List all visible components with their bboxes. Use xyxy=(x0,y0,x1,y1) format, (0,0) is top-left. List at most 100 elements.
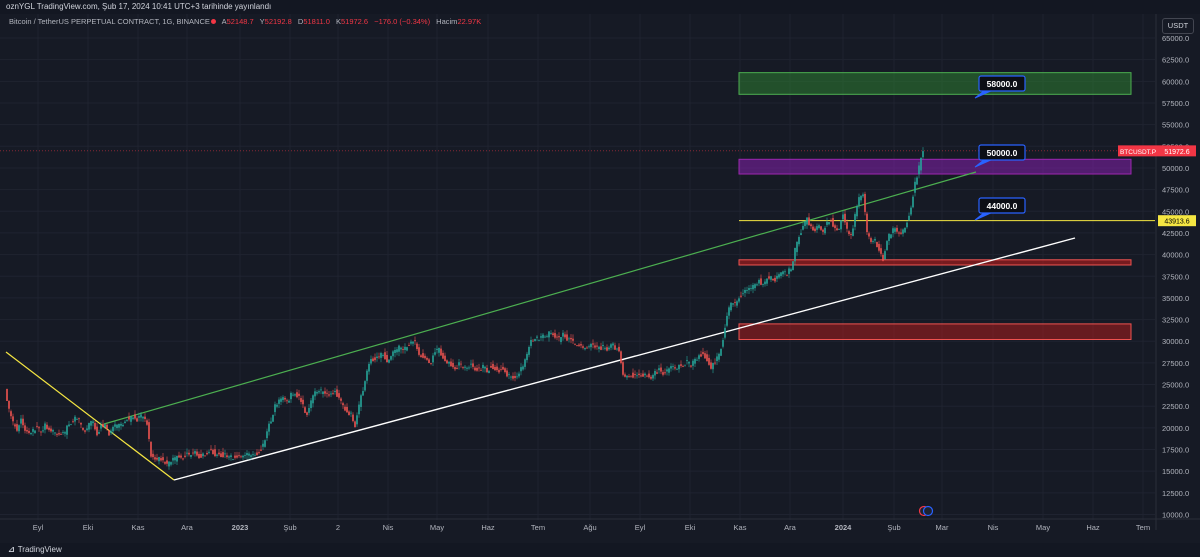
legend-symbol[interactable]: Bitcoin / TetherUS PERPETUAL CONTRACT, 1… xyxy=(9,17,210,26)
last-price-tag xyxy=(1158,145,1196,157)
candle-body xyxy=(660,367,662,372)
candle-body xyxy=(116,424,118,429)
candle-body xyxy=(920,157,922,171)
candle-body xyxy=(796,241,798,253)
candle-body xyxy=(364,381,366,391)
candle-body xyxy=(446,360,448,364)
candle-body xyxy=(728,307,730,316)
candle-body xyxy=(544,336,546,338)
candle-body xyxy=(636,375,638,377)
candle-body xyxy=(824,227,826,234)
candle-body xyxy=(132,417,134,419)
candle-body xyxy=(810,224,812,227)
tradingview-logo-icon[interactable]: ⊿ xyxy=(8,545,15,554)
candle-body xyxy=(266,431,268,439)
candle-body xyxy=(242,455,244,458)
candle-body xyxy=(578,344,580,346)
candle-body xyxy=(750,288,752,290)
candle-body xyxy=(12,416,14,422)
candle-body xyxy=(256,452,258,456)
x-tick-label: Eki xyxy=(685,523,696,532)
candle-body xyxy=(380,353,382,358)
candle-body xyxy=(290,393,292,400)
candle-body xyxy=(52,429,54,432)
candle-body xyxy=(426,357,428,360)
candle-body xyxy=(238,455,240,457)
y-tick-label: 30000.0 xyxy=(1162,337,1189,346)
x-tick-label: 2 xyxy=(336,523,340,532)
candle-body xyxy=(712,363,714,370)
candle-body xyxy=(798,237,800,245)
legend-low: 51811.0 xyxy=(303,17,330,26)
candle-body xyxy=(540,336,542,338)
candle-body xyxy=(584,347,586,350)
candle-body xyxy=(756,284,758,286)
candle-body xyxy=(460,363,462,365)
candle-body xyxy=(420,355,422,358)
candle-body xyxy=(600,346,602,350)
candle-body xyxy=(400,347,402,350)
candle-body xyxy=(386,355,388,363)
candle-body xyxy=(656,372,658,374)
candle-body xyxy=(310,400,312,409)
footer-brand[interactable]: TradingView xyxy=(17,545,62,554)
candle-body xyxy=(372,358,374,361)
candle-body xyxy=(436,348,438,350)
candle-body xyxy=(192,452,194,454)
candle-body xyxy=(902,229,904,234)
x-tick-label: Kas xyxy=(734,523,747,532)
candle-body xyxy=(360,395,362,407)
candle-body xyxy=(478,367,480,369)
candle-body xyxy=(270,421,272,424)
candle-body xyxy=(104,424,106,428)
candle-body xyxy=(884,251,886,260)
candle-body xyxy=(42,430,44,432)
candle-body xyxy=(852,228,854,236)
callout-box xyxy=(978,144,1026,161)
x-tick-label: Haz xyxy=(481,523,495,532)
candle-body xyxy=(572,338,574,341)
footer-bar: ⊿ TradingView xyxy=(0,543,1200,557)
x-tick-label: Nis xyxy=(988,523,999,532)
candle-body xyxy=(668,368,670,373)
candle-body xyxy=(284,397,286,400)
candle-body xyxy=(900,232,902,234)
candle-body xyxy=(442,352,444,359)
x-tick-label: Şub xyxy=(283,523,296,532)
y-tick-label: 40000.0 xyxy=(1162,251,1189,260)
candle-body xyxy=(528,347,530,355)
candle-body xyxy=(112,426,114,432)
y-tick-label: 57500.0 xyxy=(1162,99,1189,108)
x-tick-label: 2024 xyxy=(835,523,853,532)
candle-body xyxy=(362,391,364,396)
candle-body xyxy=(64,432,66,434)
candle-body xyxy=(638,373,640,376)
candle-body xyxy=(850,234,852,235)
candle-body xyxy=(802,225,804,230)
candle-body xyxy=(382,354,384,356)
candle-body xyxy=(444,355,446,362)
candle-body xyxy=(262,443,264,447)
symbol-tag-label: BTCUSDT.P xyxy=(1120,149,1156,156)
candle-body xyxy=(906,222,908,228)
candle-body xyxy=(776,275,778,279)
candle-body xyxy=(826,221,828,225)
y-tick-label: 10000.0 xyxy=(1162,511,1189,520)
candle-body xyxy=(806,217,808,225)
candle-body xyxy=(722,340,724,347)
candle-body xyxy=(250,455,252,457)
candle-body xyxy=(58,433,60,435)
legend-change: −176.0 (−0.34%) xyxy=(374,17,431,26)
candle-body xyxy=(312,395,314,404)
candle-body xyxy=(502,366,504,370)
candle-body xyxy=(278,399,280,404)
candle-body xyxy=(782,271,784,275)
currency-selector[interactable]: USDT xyxy=(1162,18,1194,34)
candle-body xyxy=(74,416,76,422)
channel-bottom-line xyxy=(173,237,1076,481)
candle-body xyxy=(780,272,782,277)
candle-body xyxy=(324,391,326,394)
candle-body xyxy=(628,375,630,377)
candle-body xyxy=(664,372,666,374)
